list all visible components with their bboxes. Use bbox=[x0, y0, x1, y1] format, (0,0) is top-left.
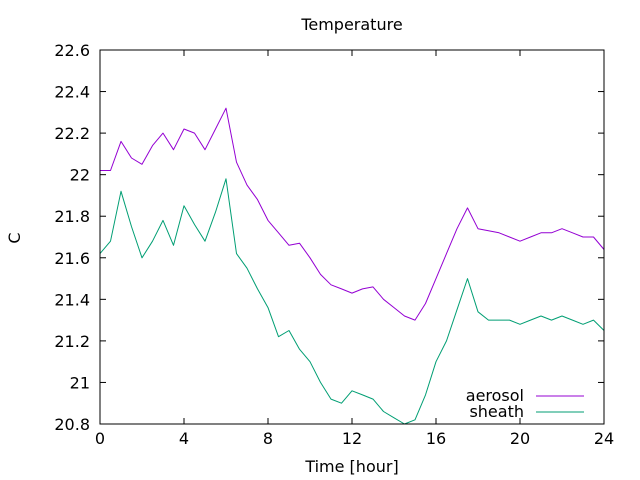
plot-lines bbox=[99, 107, 605, 425]
legend-label-sheath: sheath bbox=[469, 402, 524, 421]
y-tick-label: 22 bbox=[70, 166, 90, 185]
legend-label-aerosol: aerosol bbox=[466, 386, 524, 405]
y-tick-label: 22.2 bbox=[54, 124, 90, 143]
y-tick-label: 22.4 bbox=[54, 83, 90, 102]
y-axis-label: C bbox=[5, 232, 24, 243]
x-tick-label: 20 bbox=[510, 429, 530, 448]
x-axis-label: Time [hour] bbox=[304, 457, 398, 476]
x-tick-label: 8 bbox=[263, 429, 273, 448]
x-tick-label: 0 bbox=[95, 429, 105, 448]
x-tick-label: 24 bbox=[594, 429, 614, 448]
y-tick-label: 20.8 bbox=[54, 415, 90, 434]
chart-title: Temperature bbox=[300, 15, 402, 34]
x-tick-label: 12 bbox=[342, 429, 362, 448]
y-tick-label: 21 bbox=[70, 373, 90, 392]
series-line-sheath bbox=[99, 178, 605, 425]
x-tick-label: 4 bbox=[179, 429, 189, 448]
y-tick-label: 21.2 bbox=[54, 332, 90, 351]
series-line-aerosol bbox=[100, 107, 605, 321]
plot-frame bbox=[99, 49, 605, 425]
x-tick-label: 16 bbox=[426, 429, 446, 448]
y-tick-label: 22.6 bbox=[54, 41, 90, 60]
y-tick-label: 21.8 bbox=[54, 207, 90, 226]
y-tick-label: 21.4 bbox=[54, 290, 90, 309]
axis-ticks: 0 4 8 12 16 20 24 20.8 21 21.2 21.4 21.6 21.8 22 22.2 2… bbox=[54, 41, 614, 448]
y-tick-label: 21.6 bbox=[54, 249, 90, 268]
